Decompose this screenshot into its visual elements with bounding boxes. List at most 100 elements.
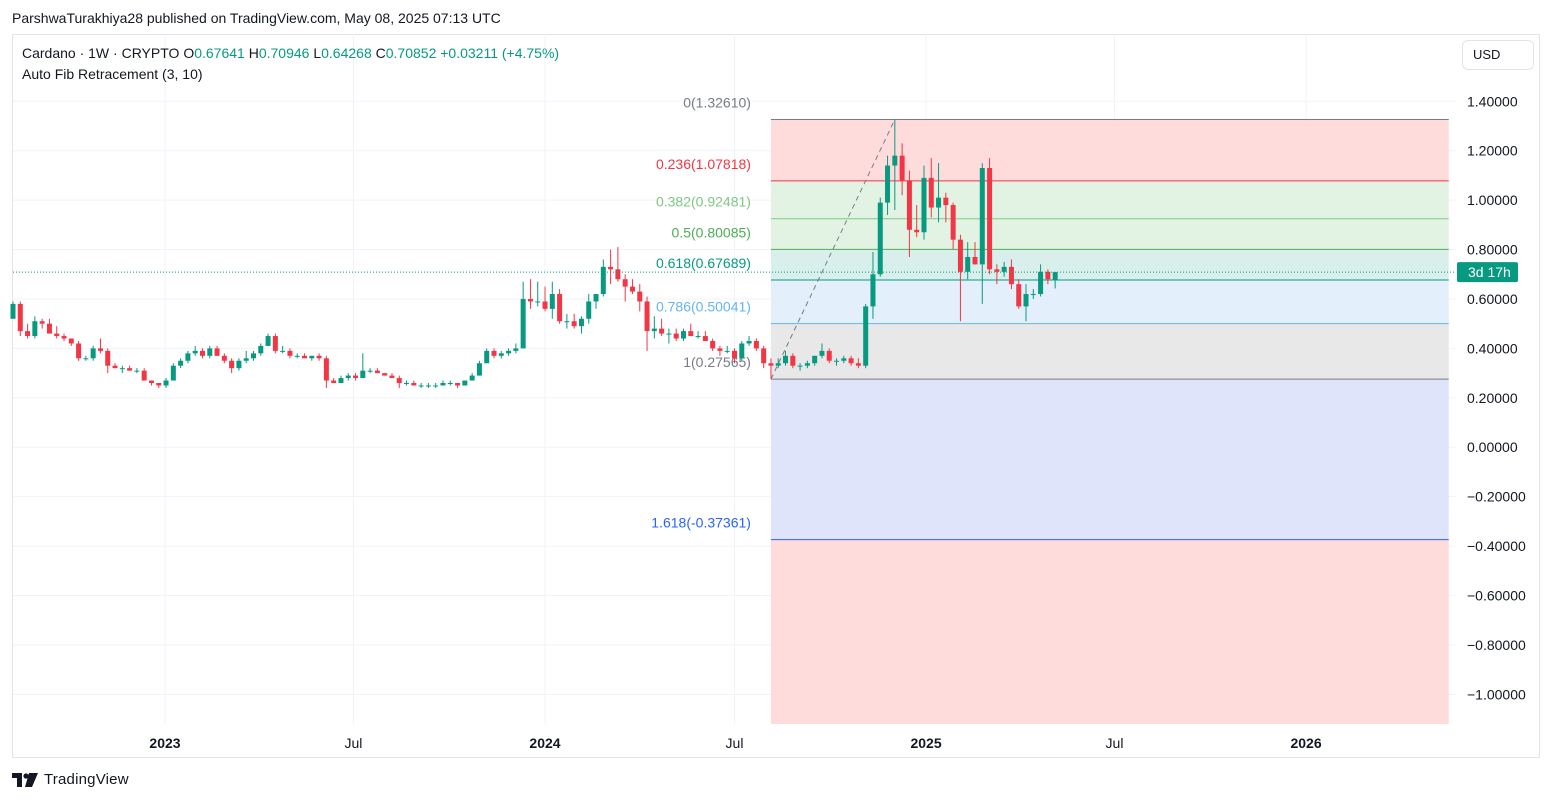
candle-body [972,256,978,265]
symbol-label[interactable]: Cardano · 1W · CRYPTO [22,45,180,61]
fib-level-label: 0(1.32610) [683,95,751,111]
candle [192,345,198,356]
price-tick-label: −1.00000 [1467,686,1526,702]
close-value: 0.70852 [385,45,437,61]
candle [520,281,526,349]
candle [783,350,789,366]
candle-body [119,368,125,370]
candle [97,338,103,354]
candle [797,363,803,371]
candle-body [353,375,359,379]
candle-body [564,321,570,323]
candle-body [1001,266,1007,272]
candle [141,368,147,381]
candle [972,242,978,265]
tradingview-footer[interactable]: TradingView [12,771,129,788]
price-tick-label: 0.80000 [1467,242,1518,258]
candle-body [76,343,82,359]
candle [353,373,359,381]
fib-level-label: 0.5(0.80085) [672,224,751,240]
candle [710,338,716,351]
candle-body [1008,266,1014,285]
candle [418,382,424,388]
time-tick-label: 2025 [910,735,941,751]
time-tick-label: 2024 [529,735,560,751]
ohlc-legend: Cardano · 1W · CRYPTO O0.67641 H0.70946 … [22,45,559,61]
candles [10,119,1058,388]
fib-level-label: 0.786(0.50041) [656,299,751,315]
candle-body [586,301,592,319]
candle [578,316,584,334]
candle-body [214,348,220,356]
time-axis: 2023 Jul 2024 Jul 2025 Jul 2026 [149,735,1321,751]
candle-body [928,177,934,208]
candle-body [287,350,293,356]
candle-body [797,365,803,367]
candle-body [229,360,235,369]
countdown-badge [1457,262,1518,283]
candle-body [345,375,351,379]
candle [804,360,810,369]
candle-body [863,306,869,366]
candle-body [608,266,614,270]
candle [1001,261,1007,277]
candle-body [46,323,52,334]
price-tick-label: −0.60000 [1467,588,1526,604]
candle-body [644,301,650,332]
time-tick-label: Jul [1106,735,1124,751]
candle-body [841,358,847,361]
candle [374,368,380,374]
candle-body [331,380,337,383]
candle-body [374,370,380,374]
candle-body [877,202,883,275]
candle [914,205,920,238]
candle [943,192,949,223]
candle [651,316,657,339]
candle-body [418,385,424,387]
currency-button[interactable]: USD [1462,40,1534,70]
candle [812,355,818,366]
indicator-legend[interactable]: Auto Fib Retracement (3, 10) [22,66,203,82]
price-tick-label: 0.60000 [1467,291,1518,307]
candle [688,323,694,337]
candle-body [666,333,672,335]
candle [236,358,242,371]
candle [207,345,213,359]
candle [586,294,592,324]
price-tick-label: 0.20000 [1467,390,1518,406]
candle-body [783,355,789,364]
high-label: H [248,45,259,61]
candle-body [651,328,657,332]
candle-body [936,197,942,208]
fib-band [770,249,1449,280]
candle-body [316,355,322,359]
candle [1008,259,1014,290]
candle [600,259,606,297]
fib-band [770,379,1449,540]
candle [732,348,737,364]
candle [673,328,679,341]
candle-body [404,382,410,384]
candle [841,355,847,364]
candle [615,247,621,282]
candle [527,279,533,309]
candle [695,331,701,339]
time-tick-label: 2026 [1290,735,1321,751]
candle [10,301,16,319]
candle [287,348,293,359]
candle [221,353,227,364]
candle-body [54,333,60,337]
candle-body [804,363,810,366]
candle [921,165,927,240]
candle-body [1038,271,1044,295]
low-label: L [313,45,322,61]
candle-body [61,336,67,339]
candle [506,348,512,356]
candle [549,281,555,319]
candle-body [178,360,184,366]
candle [1045,269,1051,285]
candle-body [141,370,147,381]
fib-band [770,119,1449,181]
candle [564,313,570,329]
